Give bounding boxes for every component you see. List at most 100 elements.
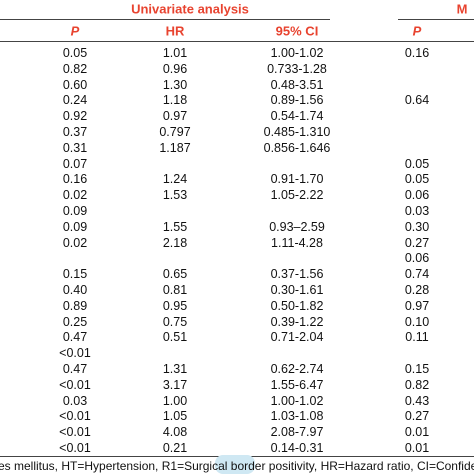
table-cell: 1.00: [162, 393, 188, 408]
table-cell: 0.733-1.28: [267, 61, 327, 76]
table-cell: 0.21: [162, 441, 188, 455]
group-header: Univariate analysis: [131, 1, 249, 17]
table-cell: <0.01: [59, 346, 91, 361]
table-cell: 1.00-1.02: [270, 46, 324, 60]
table-cell: 0.10: [404, 314, 430, 329]
group-header: M: [456, 1, 468, 17]
table-cell: 0.95: [162, 298, 188, 313]
table-cell: 1.24: [162, 172, 188, 187]
table-cell: 1.30: [162, 77, 188, 92]
header-rule: [398, 19, 474, 20]
table-cell: 0.05: [404, 172, 430, 187]
table-cell: 1.187: [159, 140, 191, 155]
table-cell: 0.37-1.56: [270, 267, 324, 282]
table-cell: 0.797: [159, 125, 191, 139]
table-cell: 0.02: [62, 235, 88, 250]
table-cell: 1.53: [162, 188, 188, 203]
table-cell: 0.47: [62, 330, 88, 345]
header-rule: [0, 41, 474, 42]
table-cell: 1.01: [162, 46, 188, 60]
table-cell: 0.16: [404, 46, 430, 60]
table-cell: 0.43: [404, 393, 430, 408]
table-cell: 0.75: [162, 314, 188, 329]
table-cell: 0.24: [62, 93, 88, 108]
table-cell: <0.01: [59, 441, 91, 455]
table-cell: 1.05: [162, 409, 188, 424]
table-cell: 0.54-1.74: [270, 109, 324, 124]
table-cell: 0.74: [404, 267, 430, 282]
table-cell: 0.65: [162, 267, 188, 282]
table-cell: 0.06: [404, 188, 430, 203]
table-cell: 1.55-6.47: [270, 377, 324, 392]
column-header: P: [412, 23, 422, 39]
table-cell: 0.97: [404, 298, 430, 313]
table-cell: 0.30-1.61: [270, 283, 324, 297]
table-cell: 0.03: [62, 393, 88, 408]
table-cell: 0.71-2.04: [270, 330, 324, 345]
table-cell: 1.55: [162, 219, 188, 234]
table-cell: 0.27: [404, 409, 430, 424]
table-cell: <0.01: [59, 409, 91, 424]
table-cell: 0.60: [62, 77, 88, 92]
table-cell: 0.37: [62, 125, 88, 139]
table-cell: 0.50-1.82: [270, 298, 324, 313]
table-cell: 0.06: [404, 251, 430, 266]
table-cell: 0.485-1.310: [263, 125, 331, 139]
footnote: es mellitus, HT=Hypertension, R1=Surgica…: [0, 459, 474, 473]
column-header: P: [70, 23, 80, 39]
table-cell: 0.05: [62, 46, 88, 60]
table-cell: 0.91-1.70: [270, 172, 324, 187]
table-cell: 0.64: [404, 93, 430, 108]
table-cell: 0.96: [162, 61, 188, 76]
table-cell: 0.81: [162, 283, 188, 297]
table-cell: 0.93–2.59: [269, 219, 325, 234]
table-cell: <0.01: [59, 377, 91, 392]
table-cell: 1.18: [162, 93, 188, 108]
table-cell: 0.02: [62, 188, 88, 203]
table-cell: 0.03: [404, 204, 430, 218]
table-cell: 0.25: [62, 314, 88, 329]
table-cell: 0.07: [62, 156, 88, 171]
highlight: [215, 455, 255, 474]
table-cell: 0.15: [404, 362, 430, 376]
table-cell: 1.11-4.28: [271, 235, 323, 250]
table-cell: 4.08: [162, 425, 188, 440]
table-cell: 1.05-2.22: [270, 188, 324, 203]
column-header: HR: [165, 23, 185, 39]
table-cell: 3.17: [162, 377, 188, 392]
table-cell: 2.18: [162, 235, 188, 250]
column-header: 95% CI: [275, 23, 319, 39]
table-cell: 0.14-0.31: [270, 441, 324, 455]
table-cell: 0.27: [404, 235, 430, 250]
table-cell: 0.11: [405, 330, 429, 345]
table-cell: 0.89-1.56: [270, 93, 324, 108]
table-cell: 0.40: [62, 283, 88, 297]
table-cell: 0.97: [162, 109, 188, 124]
table-cell: 0.82: [404, 377, 430, 392]
table-cell: 0.82: [62, 61, 88, 76]
table-cell: 0.15: [62, 267, 88, 282]
table-cell: 0.09: [62, 204, 88, 218]
table-cell: 0.28: [404, 283, 430, 297]
table-cell: 0.01: [404, 425, 430, 440]
table-cell: 0.51: [162, 330, 188, 345]
table-cell: 0.92: [62, 109, 88, 124]
table-cell: 0.62-2.74: [270, 362, 324, 376]
table-cell: 0.31: [62, 140, 88, 155]
table-cell: 0.856-1.646: [263, 140, 331, 155]
table-cell: 1.00-1.02: [270, 393, 324, 408]
table-cell: 0.48-3.51: [270, 77, 324, 92]
table-cell: 0.30: [404, 219, 430, 234]
table-cell: 0.16: [62, 172, 88, 187]
table-cell: 0.47: [62, 362, 88, 376]
table-cell: 1.03-1.08: [270, 409, 324, 424]
table-cell: 0.39-1.22: [270, 314, 324, 329]
table-cell: 1.31: [162, 362, 188, 376]
table-cell: 0.05: [404, 156, 430, 171]
table-cell: 0.01: [404, 441, 430, 455]
table-cell: 0.09: [62, 219, 88, 234]
table-cell: 0.89: [62, 298, 88, 313]
table-cell: <0.01: [59, 425, 91, 440]
